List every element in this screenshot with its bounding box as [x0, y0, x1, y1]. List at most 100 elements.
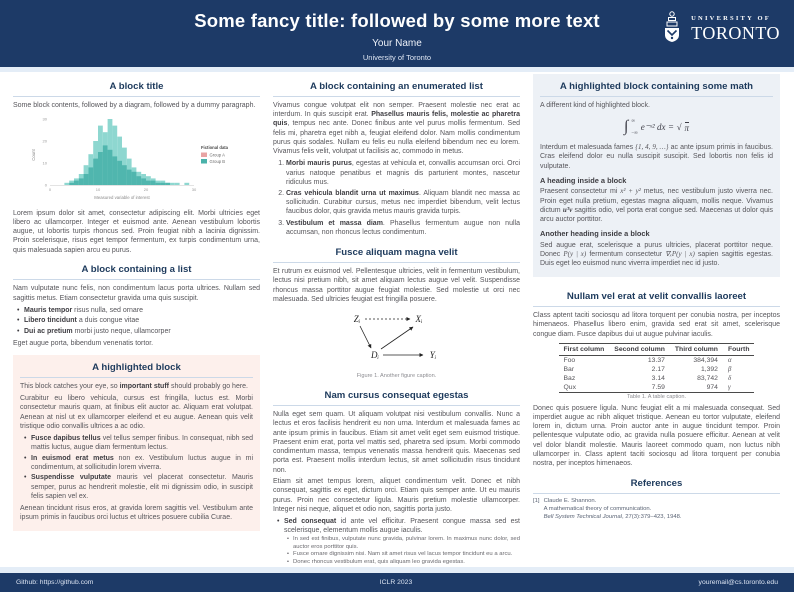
sub-list-item: Fusce ornare dignissim nisi. Nam sit ame…: [287, 551, 520, 559]
svg-text:20: 20: [42, 139, 47, 144]
uoft-crest-icon: [661, 11, 683, 48]
footer-divider: [0, 567, 794, 573]
bullet-list: Mauris tempor risus nulla, sed ornare Li…: [13, 306, 260, 336]
histogram-legend: Fictional data Group A Group B: [200, 145, 228, 164]
histogram-ylabel: Count: [31, 149, 36, 161]
table-caption: Table 1. A table caption.: [626, 393, 687, 400]
svg-text:10: 10: [95, 187, 100, 192]
block-title: A block title: [13, 74, 260, 97]
list-item: Libero tincidunt a duis congue vitae: [17, 316, 260, 325]
svg-text:0: 0: [48, 187, 51, 192]
table-header: Second column: [609, 342, 670, 356]
highlighted-block-math: A highlighted block containing some math…: [533, 74, 780, 278]
logo-line2: TORONTO: [691, 23, 780, 43]
table-header: Fourth: [722, 342, 755, 356]
logo-line1: UNIVERSITY OF: [691, 15, 771, 22]
histogram-svg: 0 10 20 30 0 10 20 30 Measured variable of inte…: [31, 117, 229, 201]
list-item: Fusce dapibus tellus vel tellus semper f…: [24, 434, 253, 452]
list-item: Dui ac pretium morbi justo neque, ullamc…: [17, 327, 260, 336]
cursus-paragraph-1: Nulla eget sem quam. Ut aliquam volutpat…: [273, 411, 520, 474]
enumerated-list: Morbi mauris purus, egestas at vehicula …: [273, 159, 520, 237]
svg-text:30: 30: [191, 187, 196, 192]
conference-label: ICLR 2023: [379, 579, 413, 586]
block-intro: Some block contents, followed by a diagr…: [13, 102, 256, 109]
header-divider: [0, 67, 794, 72]
email-link[interactable]: youremail@cs.toronto.edu: [698, 579, 778, 586]
list-block-paragraph: Nam vulputate nunc felis, non condimentu…: [13, 285, 260, 302]
cursus-paragraph-2: Etiam sit amet tempus lorem, aliquet con…: [273, 478, 520, 513]
column-3: A highlighted block containing some math…: [533, 74, 780, 567]
list-item: Suspendisse vulputate mauris vel placera…: [24, 473, 253, 500]
author-name: Your Name: [372, 38, 422, 49]
list-item: Mauris tempor risus nulla, sed ornare: [17, 306, 260, 315]
table-block-paragraph: Class aptent taciti sociosqu ad litora t…: [533, 312, 780, 338]
inner-heading-2: Another heading inside a block: [540, 229, 650, 239]
reference-text: Claude E. Shannon. A mathematical theory…: [543, 497, 682, 520]
table-row: Bar 2.17 1,392 β: [563, 365, 732, 373]
display-equation: ∫ ∞ −∞ e⁻ˣ² dx = √ π: [623, 118, 690, 136]
enum-item: Vestibulum et massa diam. Phasellus ferm…: [286, 219, 520, 237]
poster-header: Some fancy title: followed by some more …: [0, 0, 794, 67]
column-2: A block containing an enumerated list Vi…: [273, 74, 520, 567]
inner-heading-1: A heading inside a block: [540, 175, 627, 185]
lorem-paragraph: Lorem ipsum dolor sit amet, consectetur …: [13, 209, 260, 254]
enum-block-paragraph: Vivamus congue volutpat elit non semper.…: [273, 102, 521, 156]
table-row: Baz 3.14 83,742 δ: [563, 374, 732, 382]
block-title: A block containing an enumerated list: [273, 74, 520, 97]
block-title: Nam cursus consequat egestas: [273, 383, 520, 407]
block-title: Nullam vel erat at velit convallis laore…: [533, 284, 780, 308]
dag-node-y: Yᵢ: [429, 350, 436, 360]
table-row: Foo 13.37 384,394 α: [563, 356, 732, 364]
block-title: A highlighted block containing some math: [540, 74, 773, 97]
list-item: In euismod erat metus non ex. Vestibulum…: [24, 454, 253, 472]
poster-title: Some fancy title: followed by some more …: [194, 10, 600, 31]
dag-figure: Zᵢ Xᵢ Dᵢ Yᵢ: [273, 307, 520, 372]
bullet-list: Sed consequat id ante vel efficitur. Pra…: [273, 517, 520, 567]
reference-number: [1]: [533, 497, 540, 504]
table-header: First column: [558, 342, 610, 356]
math-paragraph-2: Praesent consectetur mi x² + y² metus, n…: [540, 187, 774, 224]
block-title: A highlighted block: [20, 355, 253, 379]
list-item: Sed consequat id ante vel efficitur. Pra…: [277, 517, 520, 566]
sub-list-item: Donec rhoncus vestibulum erat, quis aliq…: [287, 559, 520, 567]
table-header: Third column: [669, 342, 723, 356]
block-title: Fusce aliquam magna velit: [273, 240, 520, 264]
svg-text:20: 20: [143, 187, 148, 192]
table-header-row: First column Second column Third column …: [558, 342, 755, 356]
histogram-figure: 0 10 20 30 0 10 20 30 Measured variable of inte…: [13, 113, 260, 206]
histogram-xlabel: Measured variable of interest: [94, 195, 150, 200]
column-1: A block title Some block contents, follo…: [13, 74, 260, 567]
block-title: References: [533, 471, 780, 494]
math-paragraph-1: Interdum et malesuada fames {1, 4, 9, …}…: [540, 143, 773, 170]
math-block-intro: A different kind of highlighted block.: [540, 102, 651, 109]
highlight-paragraph: Curabitur eu libero vehicula, cursus est…: [20, 395, 253, 430]
block-title: A block containing a list: [13, 257, 260, 281]
bullet-list: Fusce dapibus tellus vel tellus semper f…: [20, 434, 253, 501]
university-logo: UNIVERSITY OF TORONTO: [661, 11, 780, 48]
sub-bullet-list: In sed est finibus, vulputate nunc gravi…: [284, 536, 520, 566]
results-table: First column Second column Third column …: [558, 342, 755, 393]
list-block-outro: Eget augue porta, bibendum venenatis tor…: [13, 340, 154, 348]
figure-caption: Figure 1. Another figure caption.: [356, 373, 437, 380]
logo-text: UNIVERSITY OF TORONTO: [691, 15, 780, 44]
highlight-paragraph: This block catches your eye, so importan…: [20, 383, 248, 391]
highlight-paragraph: Aenean tincidunt risus eros, at gravida …: [20, 504, 253, 521]
enum-item: Morbi mauris purus, egestas at vehicula …: [286, 159, 520, 186]
enum-item: Cras vehicula blandit urna ut maximus. A…: [286, 189, 520, 216]
github-link[interactable]: Github: https://github.com: [16, 579, 94, 586]
poster-body: A block title Some block contents, follo…: [0, 72, 794, 567]
dag-node-z: Zᵢ: [353, 314, 360, 324]
svg-text:30: 30: [42, 117, 47, 122]
legend-entry-a: Group A: [209, 153, 225, 158]
svg-text:0: 0: [44, 183, 47, 188]
dag-node-d: Dᵢ: [370, 350, 379, 360]
highlighted-block-pink: A highlighted block This block catches y…: [13, 355, 260, 531]
affiliation: University of Toronto: [362, 53, 432, 62]
dag-node-x: Xᵢ: [414, 314, 422, 324]
figure-block-paragraph: Et rutrum ex euismod vel. Pellentesque u…: [273, 268, 520, 303]
sub-list-item: In sed est finibus, vulputate nunc gravi…: [287, 536, 520, 551]
svg-text:10: 10: [42, 161, 47, 166]
poster-footer: Github: https://github.com ICLR 2023 you…: [0, 573, 794, 592]
table-row: Qux 7.59 974 γ: [558, 382, 755, 393]
